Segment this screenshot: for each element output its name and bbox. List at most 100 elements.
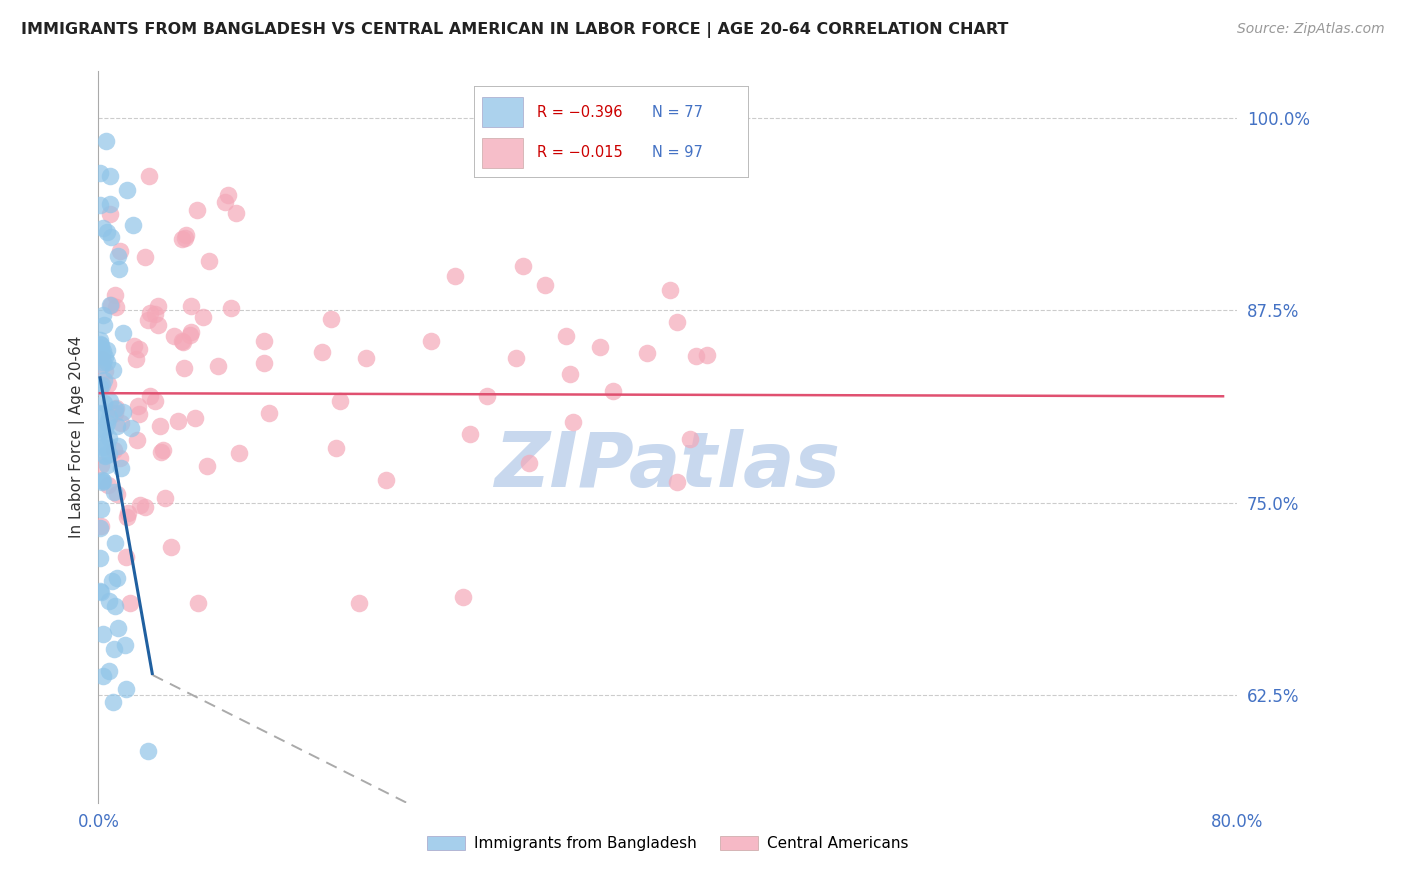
Point [100, 169, 122, 183]
Point [90, 585, 112, 599]
Point [104, 599, 127, 613]
Point [90, 458, 112, 472]
Point [187, 596, 209, 610]
Point [685, 349, 707, 363]
Point [91, 627, 114, 641]
Point [96, 355, 118, 369]
Point [253, 334, 276, 348]
Point [172, 335, 194, 350]
Point [89, 425, 111, 439]
Point [104, 401, 127, 415]
Point [91, 440, 114, 454]
Point [98, 393, 121, 408]
Point [107, 418, 129, 433]
Point [118, 596, 141, 610]
Point [89, 337, 111, 351]
Point [505, 351, 527, 365]
Point [329, 393, 352, 408]
Point [512, 260, 534, 274]
Point [195, 458, 218, 473]
Point [174, 231, 197, 245]
Point [97, 478, 120, 492]
Point [96, 343, 118, 358]
Point [148, 418, 170, 433]
Point [374, 473, 396, 487]
Point [97, 447, 120, 461]
Point [91, 355, 114, 369]
Point [347, 596, 370, 610]
Point [325, 441, 347, 455]
Point [225, 206, 247, 220]
Point [111, 326, 134, 340]
Point [89, 437, 111, 451]
Point [475, 389, 498, 403]
Point [186, 202, 208, 217]
Point [91, 378, 114, 392]
Point [134, 250, 156, 264]
Point [125, 433, 148, 447]
Point [152, 442, 174, 457]
Point [103, 484, 125, 499]
Point [94, 350, 117, 364]
Point [321, 311, 343, 326]
Point [89, 407, 111, 421]
Point [163, 329, 186, 343]
Point [198, 254, 221, 268]
Point [444, 268, 467, 283]
Point [127, 399, 149, 413]
Point [94, 421, 117, 435]
Point [93, 308, 115, 322]
Point [451, 590, 474, 604]
Point [172, 334, 194, 348]
Point [191, 310, 214, 324]
Point [122, 218, 145, 232]
Point [636, 345, 658, 359]
Point [104, 406, 127, 420]
Point [354, 351, 377, 365]
Point [217, 187, 239, 202]
Point [89, 341, 111, 355]
Point [129, 499, 152, 513]
Point [458, 426, 481, 441]
Point [91, 473, 114, 487]
Point [179, 327, 201, 342]
Point [155, 491, 177, 505]
Point [122, 339, 145, 353]
Point [93, 373, 115, 387]
Point [100, 298, 122, 312]
Point [91, 352, 114, 367]
Text: IMMIGRANTS FROM BANGLADESH VS CENTRAL AMERICAN IN LABOR FORCE | AGE 20-64 CORREL: IMMIGRANTS FROM BANGLADESH VS CENTRAL AM… [21, 22, 1008, 38]
Point [98, 207, 121, 221]
Point [96, 416, 118, 430]
Point [143, 393, 166, 408]
Point [120, 420, 142, 434]
Point [89, 380, 111, 394]
Point [173, 360, 195, 375]
Point [91, 358, 114, 372]
Point [111, 405, 134, 419]
Point [149, 445, 172, 459]
Point [180, 326, 202, 340]
Point [139, 389, 162, 403]
Point [101, 362, 124, 376]
Point [98, 197, 121, 211]
Point [311, 344, 333, 359]
Point [128, 342, 150, 356]
Point [125, 352, 148, 367]
Legend: Immigrants from Bangladesh, Central Americans: Immigrants from Bangladesh, Central Amer… [420, 830, 915, 857]
Point [128, 407, 150, 421]
Point [89, 521, 111, 535]
Point [219, 301, 242, 316]
Point [138, 744, 160, 758]
Point [104, 536, 127, 550]
Point [105, 300, 128, 314]
Point [115, 183, 138, 197]
Point [148, 318, 170, 333]
Point [665, 475, 688, 489]
Point [93, 318, 115, 332]
Point [100, 229, 122, 244]
Point [146, 299, 169, 313]
Point [91, 669, 114, 683]
Point [589, 340, 612, 354]
Point [89, 584, 111, 599]
